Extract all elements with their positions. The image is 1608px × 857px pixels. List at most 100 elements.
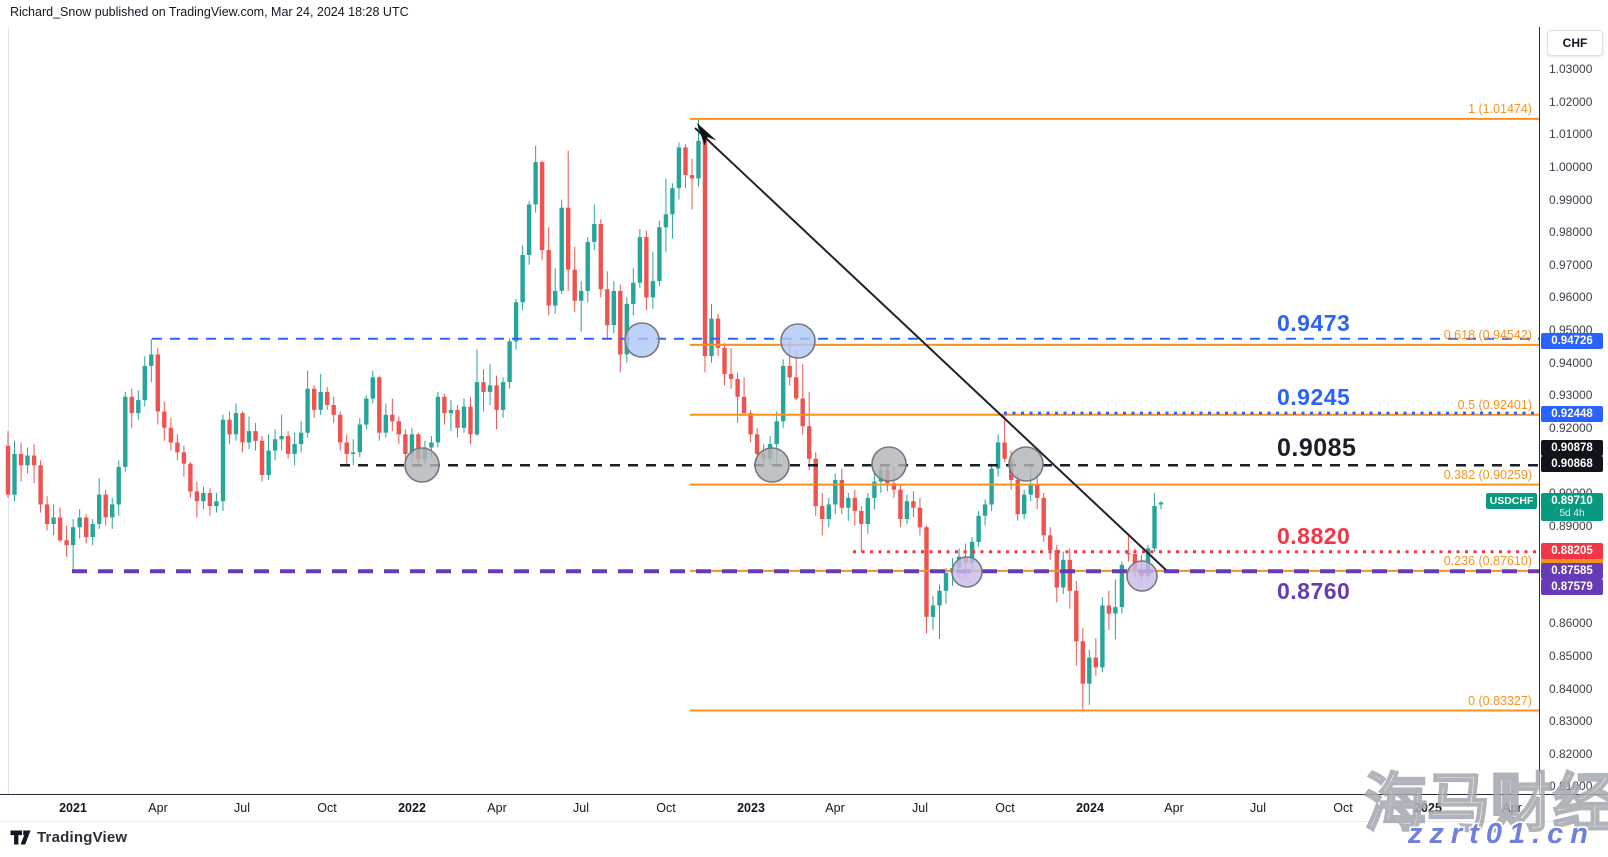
price-axis-tick[interactable]: 1.00000 — [1549, 160, 1593, 174]
price-axis-tick[interactable]: 0.84000 — [1549, 681, 1593, 696]
candle-body — [826, 504, 831, 520]
candle-body — [1022, 494, 1027, 515]
candle-body — [364, 398, 369, 425]
candle-body — [696, 140, 701, 179]
candle-body — [325, 391, 330, 405]
footer-separator — [0, 821, 1608, 822]
candle-body — [331, 405, 336, 415]
marker-circle-gray[interactable] — [871, 446, 907, 482]
time-axis-label[interactable]: Apr — [825, 801, 845, 815]
candle-body — [25, 455, 30, 466]
watermark-site-url: zzrt01.cn — [1407, 818, 1595, 850]
price-axis-tick[interactable]: 0.85000 — [1549, 649, 1593, 663]
level-price-label: 0.8820 — [1277, 522, 1351, 549]
candle-body — [253, 431, 258, 441]
candle-body — [611, 290, 616, 326]
time-axis-label[interactable]: 2023 — [737, 801, 765, 815]
price-axis-tick[interactable]: 0.81000 — [1549, 779, 1593, 794]
candle-body — [416, 434, 421, 459]
price-axis-tick[interactable]: 0.86000 — [1549, 616, 1593, 631]
time-axis-label[interactable]: Apr — [487, 801, 507, 815]
price-badge: 0.94726 — [1541, 333, 1603, 349]
time-axis-separator — [0, 794, 1608, 795]
price-axis-tick[interactable]: 0.93000 — [1549, 388, 1593, 403]
time-axis-label[interactable]: Apr — [1502, 801, 1522, 815]
marker-circle-blue[interactable] — [780, 323, 816, 359]
candle-body — [598, 224, 603, 290]
candle-body — [943, 572, 949, 591]
trendline[interactable] — [694, 127, 1167, 571]
currency-toggle-chf-button[interactable]: CHF — [1547, 30, 1603, 56]
time-axis-label[interactable]: 2024 — [1076, 801, 1104, 815]
time-axis-label[interactable]: Jul — [1250, 801, 1266, 815]
level-price-label: 0.9245 — [1277, 384, 1351, 411]
candle-body — [513, 302, 519, 342]
current-price-badge: 0.89710 5d 4h — [1541, 493, 1603, 521]
candle-body — [266, 450, 271, 476]
candle-body — [487, 385, 493, 392]
candle-body — [539, 162, 545, 251]
time-axis-label[interactable]: Oct — [995, 801, 1015, 815]
candle-body — [312, 388, 317, 410]
marker-circle-blue[interactable] — [624, 322, 660, 358]
time-axis-label[interactable]: Oct — [1333, 801, 1353, 815]
price-axis-tick[interactable]: 0.82000 — [1549, 746, 1593, 761]
candle-body — [566, 207, 571, 270]
publish-info: Richard_Snow published on TradingView.co… — [10, 5, 409, 19]
candlestick-series[interactable] — [5, 119, 1164, 711]
candle-body — [377, 377, 382, 433]
price-axis-tick[interactable]: 0.94000 — [1549, 355, 1593, 370]
candle-body — [246, 431, 252, 443]
candle-body — [103, 494, 108, 518]
candle-body — [898, 489, 903, 519]
marker-circle-gray[interactable] — [754, 447, 790, 483]
price-axis-tick[interactable]: 1.03000 — [1549, 62, 1593, 77]
time-axis-label[interactable]: Jul — [573, 801, 589, 815]
time-axis-label[interactable]: Jul — [912, 801, 928, 815]
price-axis-tick[interactable]: 0.92000 — [1549, 420, 1593, 435]
price-axis-tick[interactable]: 1.02000 — [1549, 94, 1593, 109]
price-axis-tick[interactable]: 0.96000 — [1549, 290, 1593, 305]
candle-body — [813, 458, 818, 507]
time-axis-label[interactable]: 2025 — [1414, 801, 1442, 815]
candle-body — [396, 421, 401, 435]
candle-body — [787, 365, 792, 378]
candle-body — [292, 444, 297, 454]
price-axis-tick[interactable]: 1.01000 — [1549, 127, 1593, 142]
price-axis-tick[interactable]: 0.83000 — [1549, 714, 1593, 729]
time-axis-label[interactable]: Apr — [1164, 801, 1184, 815]
time-axis-label[interactable]: 2021 — [59, 801, 87, 815]
candle-body — [390, 414, 395, 422]
time-axis-label[interactable]: Oct — [317, 801, 337, 815]
candle-body — [1106, 605, 1112, 614]
candle-body — [194, 491, 200, 502]
price-axis-tick[interactable]: 0.98000 — [1549, 225, 1593, 240]
candle-body — [1054, 550, 1059, 588]
candle-body — [735, 378, 740, 397]
marker-circle-gray[interactable] — [1008, 446, 1044, 482]
price-axis-tick[interactable]: 0.89000 — [1549, 518, 1593, 533]
candle-body — [31, 455, 37, 466]
price-axis-tick[interactable]: 0.97000 — [1549, 257, 1593, 272]
candle-body — [709, 318, 714, 357]
tradingview-logo[interactable]: TradingView — [10, 829, 127, 846]
candle-body — [227, 419, 232, 435]
candle-body — [1087, 657, 1092, 684]
candle-body — [279, 436, 284, 440]
price-axis-tick[interactable]: 0.99000 — [1549, 192, 1593, 207]
time-axis-label[interactable]: Oct — [656, 801, 676, 815]
candle-body — [774, 421, 779, 445]
marker-circle-lavender[interactable] — [1126, 560, 1158, 592]
candle-body — [44, 504, 50, 524]
candle-body — [865, 497, 870, 524]
candle-body — [1093, 657, 1098, 668]
time-axis-label[interactable]: Jul — [234, 801, 250, 815]
marker-circle-gray[interactable] — [404, 447, 440, 483]
time-axis-label[interactable]: Apr — [148, 801, 168, 815]
candle-body — [481, 382, 486, 392]
candle-body — [38, 465, 43, 505]
candle-body — [917, 507, 923, 528]
marker-circle-lavender[interactable] — [951, 556, 983, 588]
time-axis-label[interactable]: 2022 — [398, 801, 426, 815]
